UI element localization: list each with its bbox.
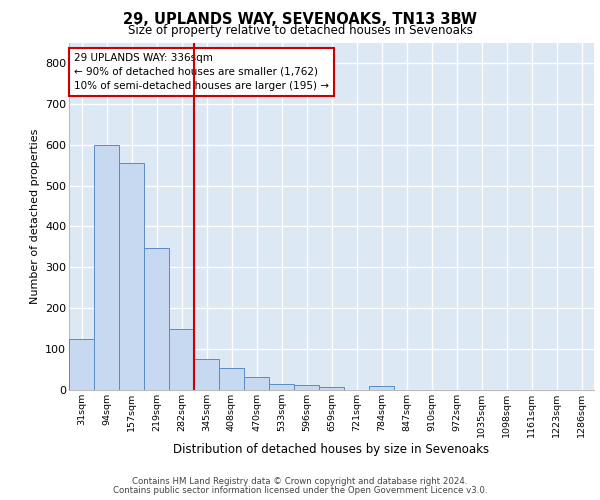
Text: Contains public sector information licensed under the Open Government Licence v3: Contains public sector information licen…	[113, 486, 487, 495]
Bar	[269, 384, 294, 390]
Bar	[219, 368, 244, 390]
Bar	[119, 163, 144, 390]
Text: 29, UPLANDS WAY, SEVENOAKS, TN13 3BW: 29, UPLANDS WAY, SEVENOAKS, TN13 3BW	[123, 12, 477, 28]
Bar	[69, 339, 94, 390]
Bar	[169, 328, 194, 390]
Bar	[319, 386, 344, 390]
Text: 29 UPLANDS WAY: 336sqm
← 90% of detached houses are smaller (1,762)
10% of semi-: 29 UPLANDS WAY: 336sqm ← 90% of detached…	[74, 53, 329, 91]
Bar	[194, 358, 219, 390]
Bar	[94, 144, 119, 390]
Text: Contains HM Land Registry data © Crown copyright and database right 2024.: Contains HM Land Registry data © Crown c…	[132, 477, 468, 486]
Bar	[244, 377, 269, 390]
Y-axis label: Number of detached properties: Number of detached properties	[29, 128, 40, 304]
Bar	[144, 248, 169, 390]
Bar	[294, 384, 319, 390]
X-axis label: Distribution of detached houses by size in Sevenoaks: Distribution of detached houses by size …	[173, 442, 490, 456]
Text: Size of property relative to detached houses in Sevenoaks: Size of property relative to detached ho…	[128, 24, 472, 37]
Bar	[369, 386, 394, 390]
